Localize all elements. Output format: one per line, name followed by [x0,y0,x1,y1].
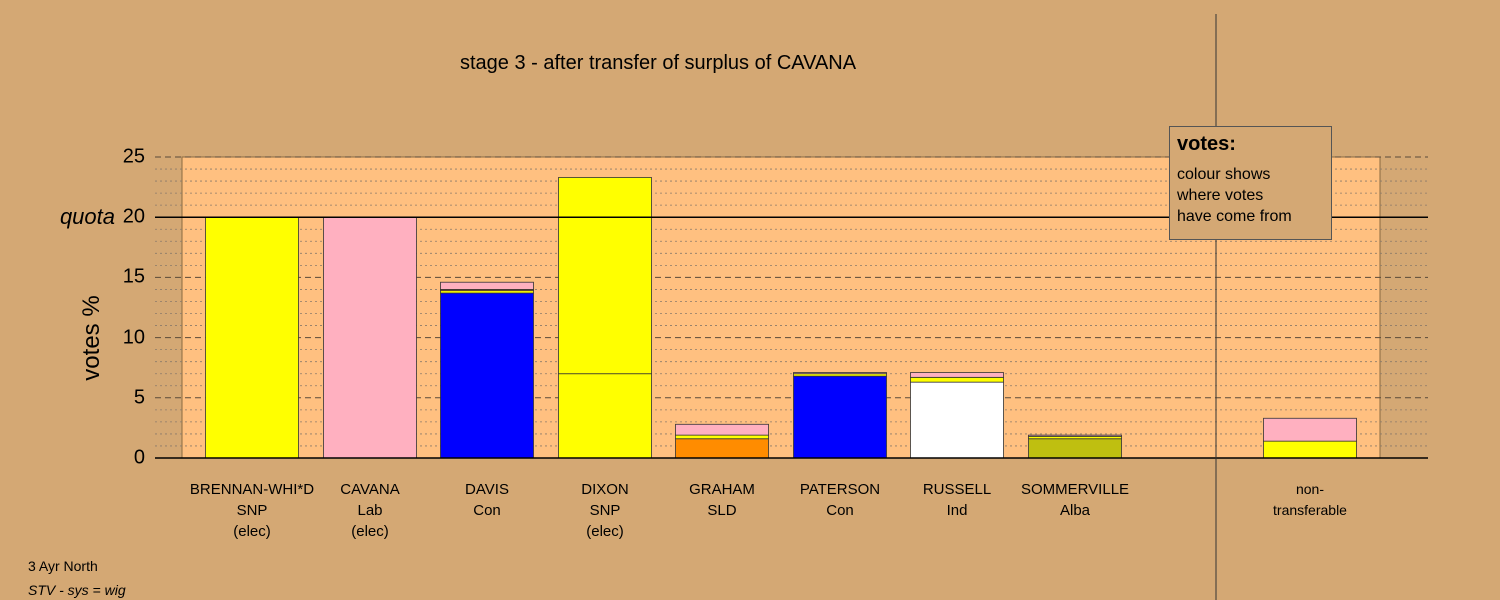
x-tick-label: CAVANA Lab (elec) [340,481,400,540]
bar-segment [675,438,769,459]
y-tick-label: 10 [122,326,145,349]
bar-segment [1028,434,1122,437]
legend-box: votes: colour shows where votes have com… [1169,126,1332,240]
bar-cavana [323,216,417,459]
footer-system: STV - sys = wig [28,582,126,598]
bars-group [205,177,1357,459]
legend-line: where votes [1177,187,1264,204]
y-tick-label: 20 [122,205,145,228]
bar-dixon [558,177,652,459]
legend-line: colour shows [1177,166,1271,183]
bar-segment [1263,417,1357,442]
bar-segment [793,372,887,375]
bar-russell [910,372,1004,459]
bar-segment [793,375,887,459]
y-tick-label: 5 [133,386,145,409]
nontransferable-label: non-transferable [1273,481,1347,518]
y-tick-label: 25 [122,145,145,168]
bar-brennan-whi*d [205,216,299,459]
footer-location: 3 Ayr North [28,558,98,574]
bar-graham [675,423,769,459]
quota-label: quota [59,204,115,229]
x-tick-label: DIXON SNP (elec) [581,481,629,540]
bar-segment [558,373,652,459]
legend-title: votes: [1177,133,1236,155]
bar-segment [323,216,417,459]
x-tick-label: GRAHAM SLD [689,481,755,519]
bar-davis [440,281,534,459]
y-tick-label: 15 [122,265,145,288]
x-tick-label: DAVIS Con [465,481,509,519]
chart-title: stage 3 - after transfer of surplus of C… [460,52,857,74]
bar-segment [910,372,1004,378]
bar-segment [205,216,299,459]
x-tick-label: PATERSON Con [799,481,881,519]
bar-segment [675,423,769,436]
bar-nontransferable [1263,417,1357,459]
bar-sommerville [1028,434,1122,459]
bar-segment [1028,438,1122,459]
y-tick-label: 0 [133,446,145,469]
bar-paterson [793,372,887,459]
bar-segment [440,292,534,459]
legend-line: have come from [1177,208,1292,225]
bar-segment [558,177,652,375]
bar-segment [910,376,1004,383]
bar-segment [1263,440,1357,459]
x-tick-label: BRENNAN-WHI*D SNP (elec) [189,481,315,540]
bar-segment [675,434,769,440]
x-tick-label: SOMMERVILLE Alba [1020,481,1130,519]
bar-segment [440,281,534,290]
bar-segment [910,381,1004,459]
x-tick-label: RUSSELL Ind [922,481,992,519]
y-axis-label: votes % [78,295,105,381]
